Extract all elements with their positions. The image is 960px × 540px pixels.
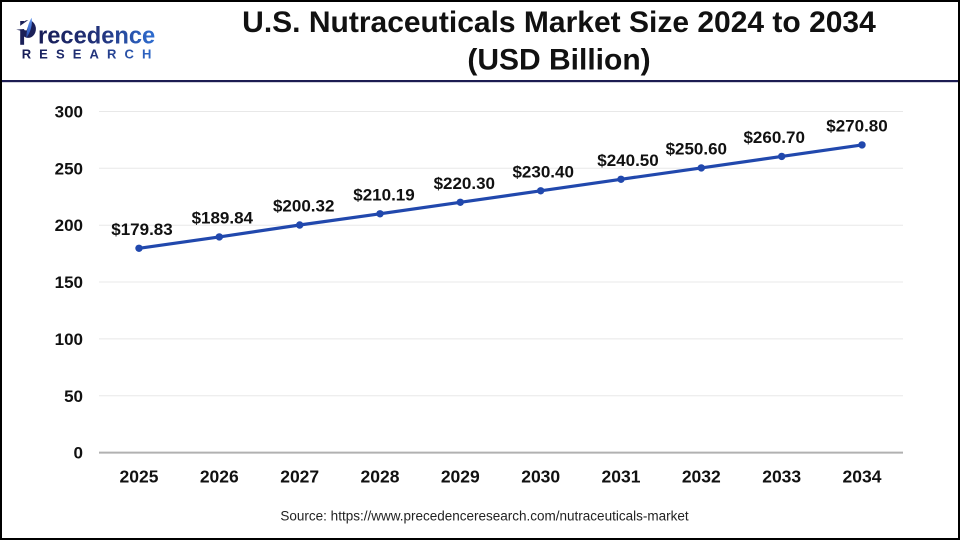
svg-text:150: 150 <box>55 273 83 292</box>
svg-text:2027: 2027 <box>280 467 319 487</box>
svg-text:0: 0 <box>74 444 83 463</box>
svg-text:$220.30: $220.30 <box>434 174 495 193</box>
svg-text:U.S. Nutraceuticals Market Siz: U.S. Nutraceuticals Market Size 2024 to … <box>242 6 876 39</box>
svg-text:200: 200 <box>55 216 83 235</box>
svg-text:$260.70: $260.70 <box>743 128 804 147</box>
svg-text:100: 100 <box>55 330 83 349</box>
svg-text:50: 50 <box>64 387 83 406</box>
svg-text:recedence: recedence <box>38 24 155 50</box>
svg-text:$270.80: $270.80 <box>826 117 887 136</box>
svg-text:(USD Billion): (USD Billion) <box>467 43 650 76</box>
svg-text:Source: https://www.precedence: Source: https://www.precedenceresearch.c… <box>280 509 688 524</box>
svg-text:$200.32: $200.32 <box>273 197 334 216</box>
svg-text:2025: 2025 <box>120 467 159 487</box>
svg-text:$179.83: $179.83 <box>111 220 172 239</box>
svg-text:2029: 2029 <box>441 467 480 487</box>
svg-text:$250.60: $250.60 <box>666 140 727 159</box>
svg-text:2028: 2028 <box>361 467 400 487</box>
svg-text:$189.84: $189.84 <box>192 209 254 228</box>
svg-text:2026: 2026 <box>200 467 239 487</box>
svg-text:2031: 2031 <box>602 467 641 487</box>
svg-text:$240.50: $240.50 <box>597 151 658 170</box>
svg-text:250: 250 <box>55 159 83 178</box>
svg-text:$210.19: $210.19 <box>353 186 414 205</box>
svg-text:2030: 2030 <box>521 467 560 487</box>
svg-text:2034: 2034 <box>843 467 882 487</box>
svg-text:$230.40: $230.40 <box>512 163 573 182</box>
svg-text:300: 300 <box>55 103 83 122</box>
svg-text:2033: 2033 <box>762 467 801 487</box>
svg-text:RESEARCH: RESEARCH <box>22 47 160 62</box>
svg-text:2032: 2032 <box>682 467 721 487</box>
